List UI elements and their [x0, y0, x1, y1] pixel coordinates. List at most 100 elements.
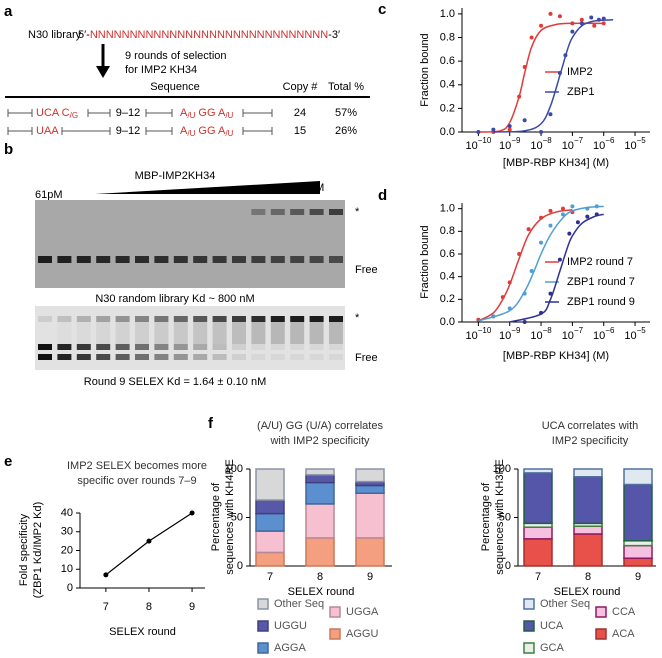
x-tick-label: 7 [103, 601, 109, 613]
gel-smear [193, 322, 208, 344]
bar-segment [523, 526, 553, 540]
data-point [585, 214, 590, 219]
x-tick-label: 10−9 [499, 136, 521, 152]
free-label: Free [355, 352, 378, 364]
motif-part: /U [187, 111, 195, 120]
gel-low-conc: 61pM [35, 189, 63, 201]
tick-base: 10 [499, 140, 511, 152]
gel-smear [96, 322, 111, 344]
y-tick-label: 1.0 [440, 8, 455, 20]
legend-swatch [257, 598, 269, 610]
x-tick-label: 8 [146, 601, 152, 613]
bar-segment [355, 537, 385, 567]
spacer-length: 9–12 [116, 107, 140, 119]
data-point [567, 231, 572, 236]
y-axis-label: sequences with KH4RE [224, 459, 236, 575]
gel-band [251, 209, 266, 215]
y-tick-label: 0 [67, 582, 73, 594]
bar-segment [355, 468, 385, 483]
x-axis-label: SELEX round [109, 626, 176, 638]
data-point [560, 206, 565, 211]
gel-band [309, 344, 324, 350]
y-tick-label: 0.8 [440, 31, 455, 43]
chart-title: (A/U) GG (U/A) correlates [257, 420, 383, 432]
data-point [522, 65, 527, 70]
gel-band [154, 354, 169, 360]
y-tick-label: 40 [61, 507, 73, 519]
legend-label: Other Seq [274, 598, 324, 610]
tick-exponent: −5 [637, 326, 647, 335]
sequence-body: NNNNNNNNNNNNNNNNNNNNNNNNNNNNNN [90, 29, 328, 41]
legend-swatch [523, 642, 535, 654]
gel-band [96, 354, 111, 360]
sequence-prefix: 5′- [78, 29, 90, 41]
gel-band [96, 316, 111, 322]
gel-caption: N30 random library Kd ~ 800 nM [95, 293, 254, 305]
legend-label: AGGA [274, 642, 306, 654]
bar-segment [573, 476, 603, 525]
data-point [589, 15, 594, 20]
x-axis-label: SELEX round [288, 586, 355, 598]
bar-segment [623, 557, 653, 567]
y-tick-label: 10 [61, 563, 73, 575]
y-axis-label: Percentage of [480, 482, 492, 551]
y-tick-label: 30 [61, 526, 73, 538]
data-point [103, 572, 109, 578]
data-point [548, 11, 553, 16]
library-sequence: 5′-NNNNNNNNNNNNNNNNNNNNNNNNNNNNNN-3′ [78, 29, 340, 41]
gel-band [38, 344, 52, 350]
bar-segment [573, 533, 603, 567]
tick-base: 10 [499, 330, 511, 342]
gel-band [290, 354, 305, 360]
panel-label: c [378, 1, 386, 18]
x-tick-label: 10−5 [624, 136, 646, 152]
tick-base: 10 [530, 140, 542, 152]
x-tick-label: 7 [267, 571, 273, 583]
gel-smear [135, 322, 149, 344]
gel-band [251, 354, 266, 360]
gel-band [270, 354, 285, 360]
gel-smear [309, 322, 324, 344]
data-point [560, 212, 565, 217]
gel-band [290, 316, 305, 322]
data-point [529, 35, 534, 40]
tick-exponent: −8 [543, 326, 553, 335]
data-point [557, 70, 562, 75]
bar-segment [355, 492, 385, 539]
copy-number: 15 [294, 125, 306, 137]
sequence-suffix: -3′ [328, 29, 340, 41]
data-point [476, 130, 481, 134]
bar-segment [305, 503, 335, 539]
legend-label: IMP2 round 7 [567, 256, 633, 268]
gel-band [193, 354, 208, 360]
tick-exponent: −9 [511, 326, 521, 335]
y-tick-label: 0.6 [440, 55, 455, 67]
y-tick-label: 0.0 [440, 316, 455, 328]
gel-smear [329, 322, 343, 344]
bar-segment [305, 537, 335, 567]
x-tick-label: 9 [635, 571, 641, 583]
panel-label: d [378, 187, 387, 204]
motif-part: /U [187, 129, 195, 138]
motif: UAA [36, 125, 59, 137]
tick-exponent: −8 [543, 136, 553, 145]
data-point [500, 295, 505, 300]
gel-band [212, 344, 227, 350]
table-header: Sequence [150, 81, 200, 93]
bar-segment [623, 544, 653, 559]
legend-swatch [523, 598, 535, 610]
gel-smear [270, 322, 285, 344]
gel-band [329, 344, 343, 350]
gel-protein: MBP-IMP2KH34 [135, 170, 216, 182]
gel-band [154, 316, 169, 322]
x-tick-label: 10−8 [530, 136, 552, 152]
data-point [526, 227, 531, 232]
gel-band [76, 344, 91, 350]
y-tick-label: 0 [237, 560, 243, 572]
motif-part: UAA [36, 125, 59, 137]
gel-band [212, 256, 227, 263]
legend-swatch [329, 606, 341, 618]
bar-segment [305, 481, 335, 505]
gel-band [135, 344, 149, 350]
